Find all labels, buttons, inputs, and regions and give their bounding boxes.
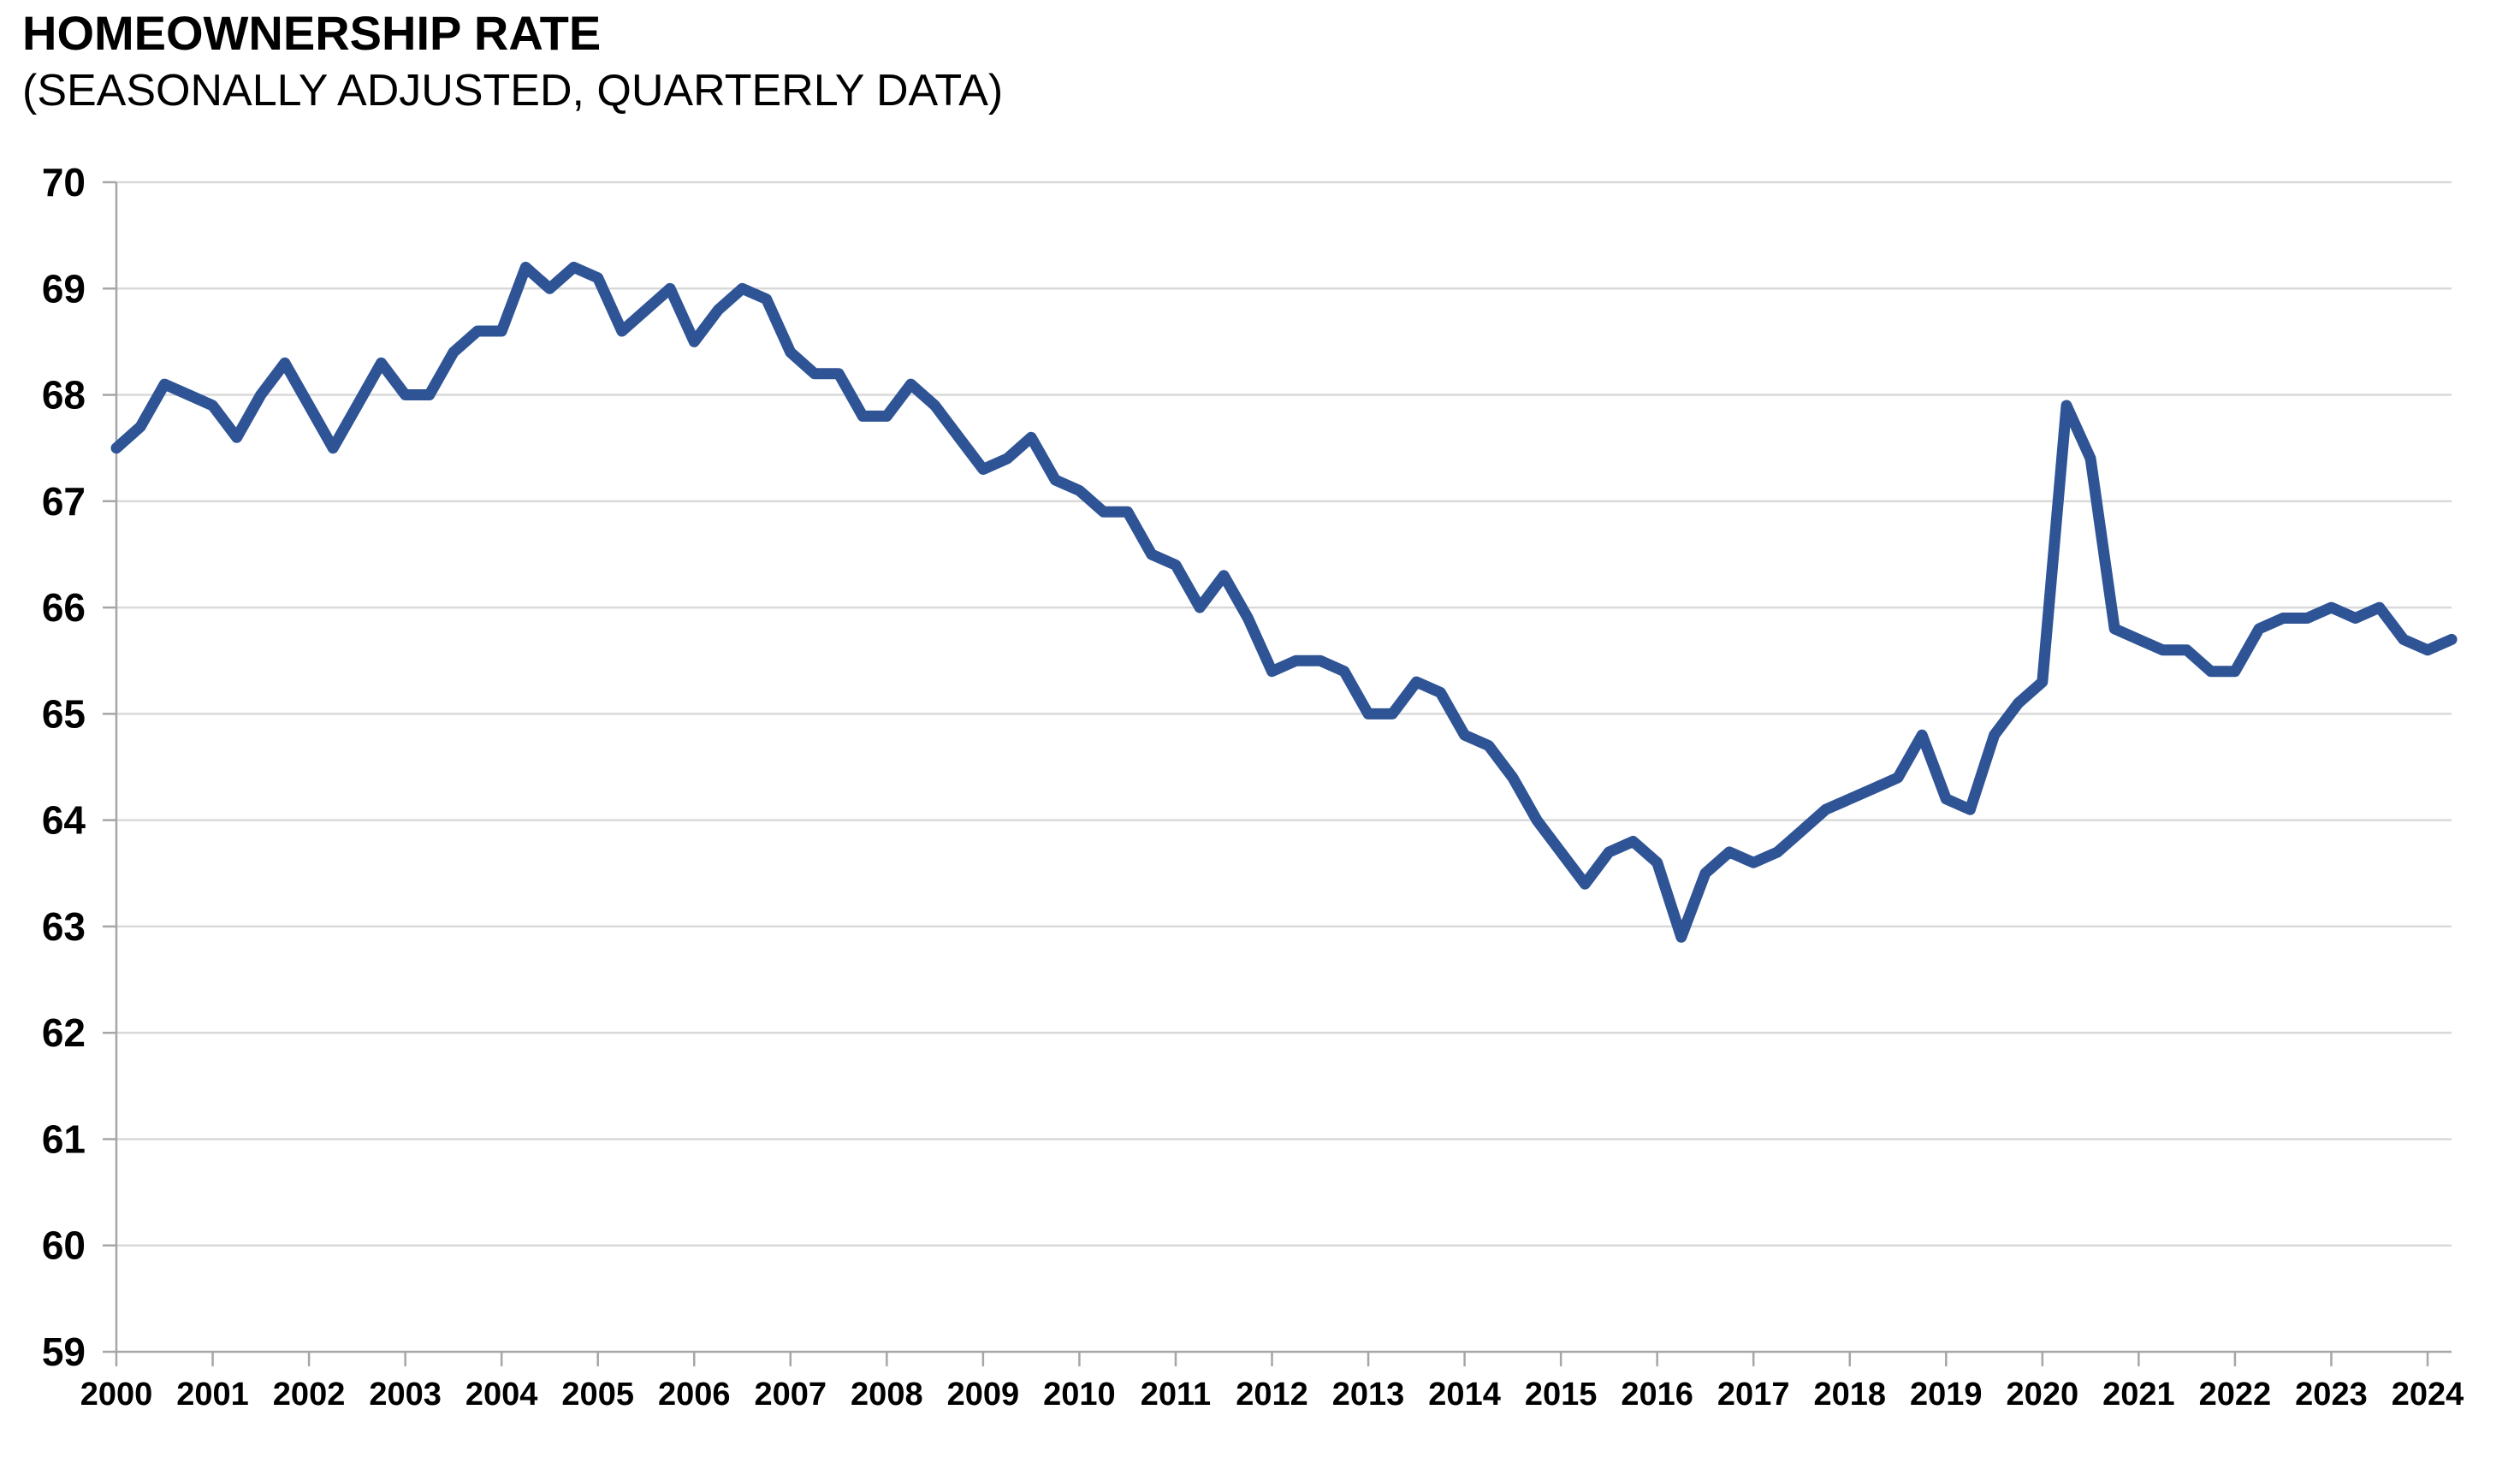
x-axis-tick-label-2003: 2003 <box>369 1377 442 1413</box>
y-axis-tick-label-62: 62 <box>42 1010 86 1055</box>
y-axis-tick-label-60: 60 <box>42 1223 86 1268</box>
y-axis-tick-label-59: 59 <box>42 1330 86 1374</box>
x-axis-tick-label-2005: 2005 <box>561 1377 634 1413</box>
x-axis-tick-label-2015: 2015 <box>1525 1377 1598 1413</box>
x-axis-labels: 2000 2001 2002 2003 2004 2005 2006 2007 2008 2009… <box>80 1377 2464 1413</box>
x-axis-tick-label-2006: 2006 <box>658 1377 731 1413</box>
y-axis-tick-label-69: 69 <box>42 266 86 311</box>
chart-subtitle: (SEASONALLY ADJUSTED, QUARTERLY DATA) <box>22 66 1004 115</box>
x-axis-tick-label-2019: 2019 <box>1910 1377 1983 1413</box>
x-axis-tick-label-2017: 2017 <box>1717 1377 1790 1413</box>
y-axis-tick-label-66: 66 <box>42 585 86 630</box>
y-axis-tick-label-68: 68 <box>42 373 86 418</box>
x-axis-tick-label-2001: 2001 <box>176 1377 249 1413</box>
chart-title: HOMEOWNERSHIP RATE <box>22 6 602 60</box>
x-axis-tick-label-2016: 2016 <box>1621 1377 1693 1413</box>
y-axis-labels: 59 60 61 62 63 64 65 66 67 68 69 70 <box>42 160 86 1374</box>
x-axis-tick-label-2021: 2021 <box>2102 1377 2175 1413</box>
x-axis-tick-label-2007: 2007 <box>755 1377 827 1413</box>
y-axis-tick-label-63: 63 <box>42 904 86 949</box>
homeownership-rate-line-series <box>110 261 2458 943</box>
x-axis-tick-label-2002: 2002 <box>273 1377 346 1413</box>
x-axis-tick-label-2008: 2008 <box>851 1377 923 1413</box>
x-axis-tick-label-2000: 2000 <box>80 1377 153 1413</box>
y-axis-tick-label-65: 65 <box>42 691 86 736</box>
axes <box>115 182 2452 1353</box>
y-axis-tick-label-67: 67 <box>42 479 86 524</box>
x-axis-tick-label-2020: 2020 <box>2007 1377 2079 1413</box>
x-axis-tick-label-2023: 2023 <box>2295 1377 2368 1413</box>
x-axis-tick-label-2022: 2022 <box>2199 1377 2272 1413</box>
x-axis-tick-label-2024: 2024 <box>2392 1377 2464 1413</box>
x-axis-tick-label-2018: 2018 <box>1813 1377 1886 1413</box>
x-axis-tick-label-2012: 2012 <box>1236 1377 1308 1413</box>
tick-marks <box>103 181 2429 1366</box>
y-axis-tick-label-61: 61 <box>42 1116 86 1161</box>
y-axis-tick-label-64: 64 <box>42 798 86 843</box>
x-axis-tick-label-2011: 2011 <box>1141 1377 1211 1413</box>
x-axis-tick-label-2014: 2014 <box>1428 1377 1501 1413</box>
y-axis-tick-label-70: 70 <box>42 160 86 204</box>
x-axis-tick-label-2004: 2004 <box>465 1377 538 1413</box>
x-axis-tick-label-2013: 2013 <box>1332 1377 1405 1413</box>
x-axis-tick-label-2009: 2009 <box>947 1377 1020 1413</box>
x-axis-tick-label-2010: 2010 <box>1043 1377 1116 1413</box>
